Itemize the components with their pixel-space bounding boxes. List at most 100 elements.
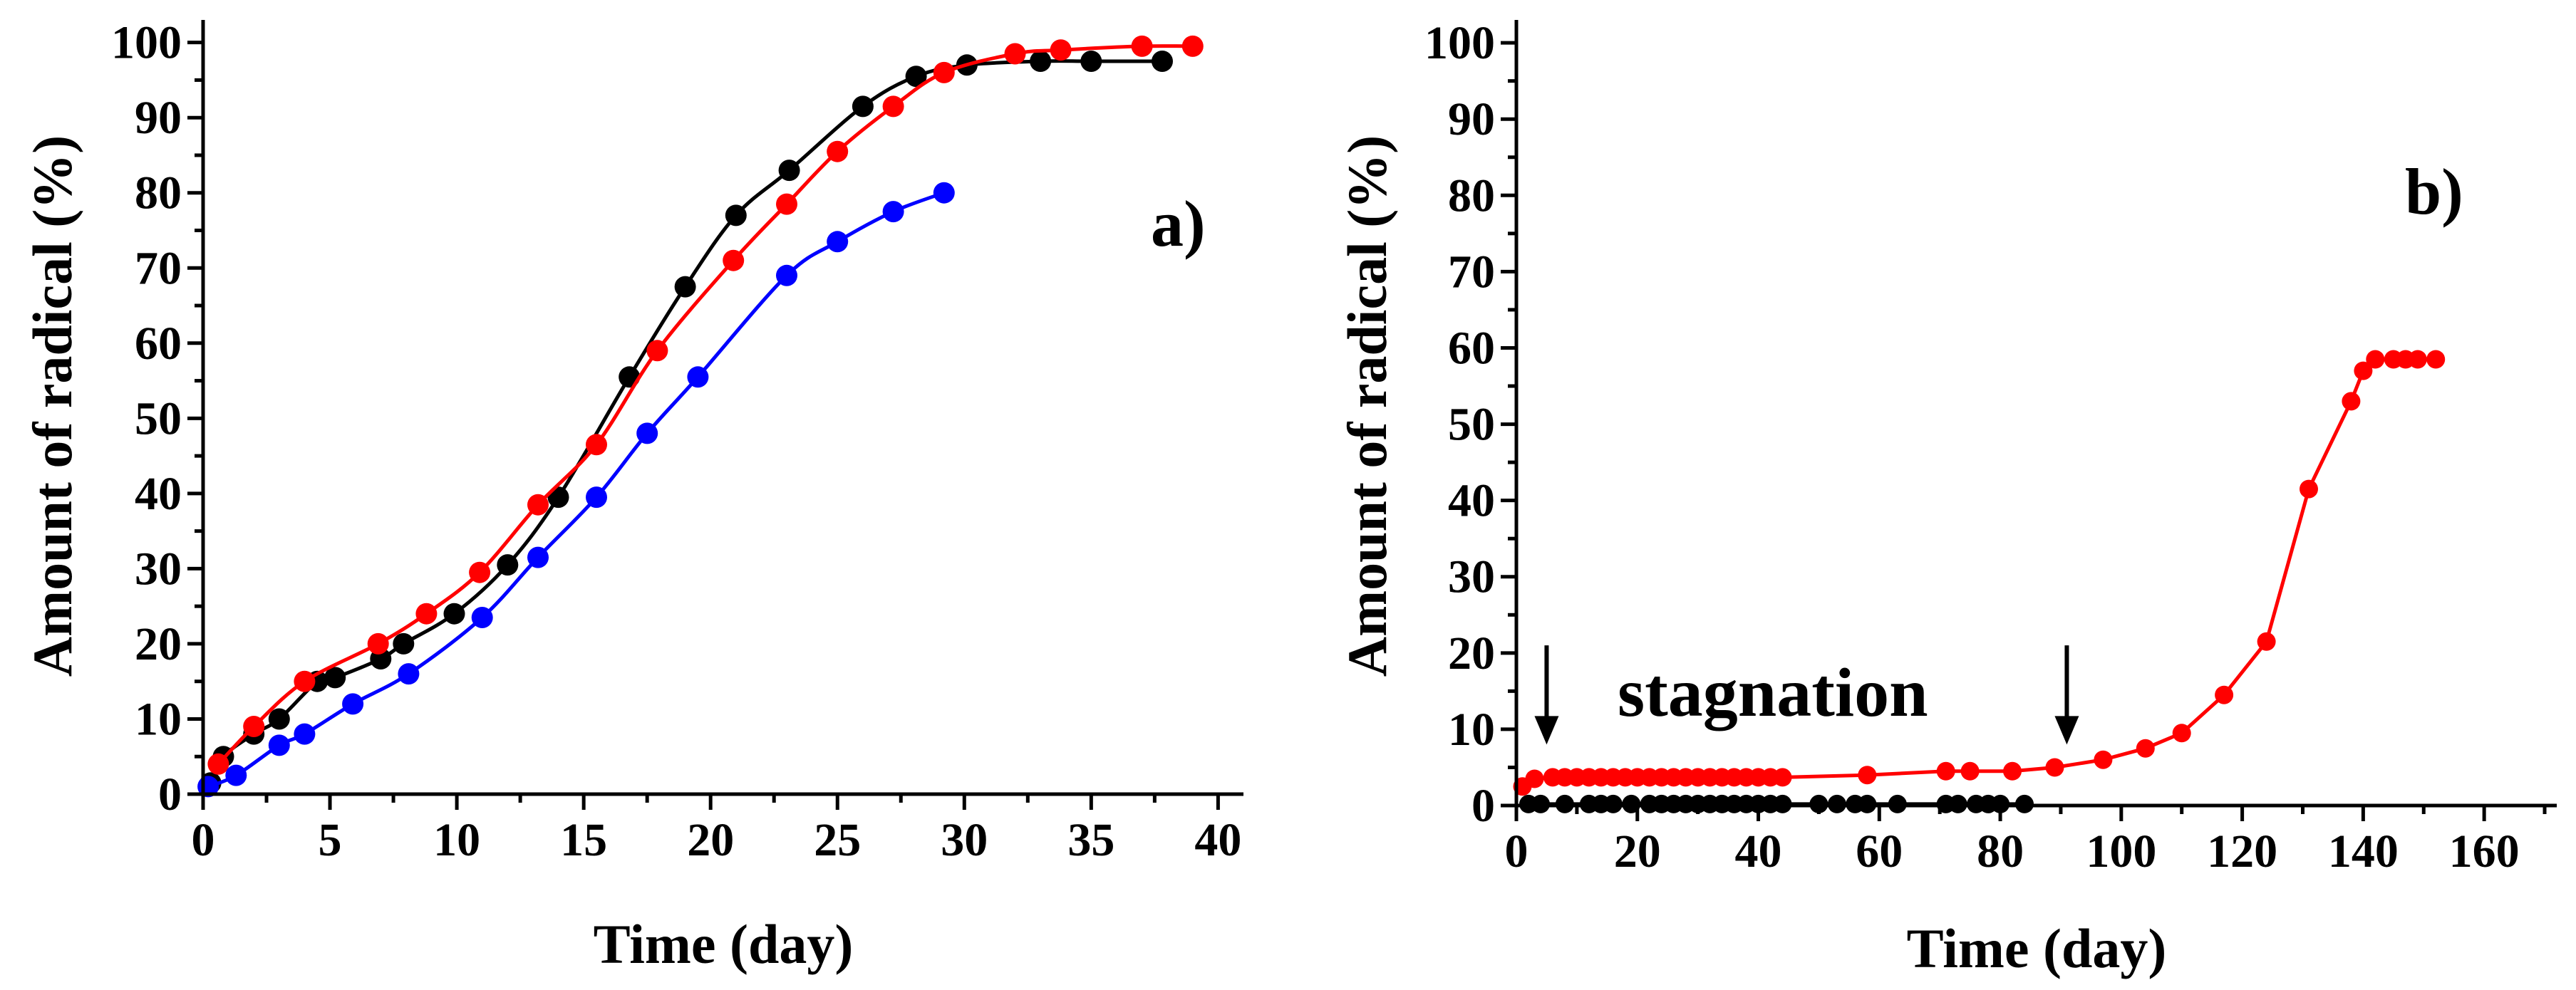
panel-b-red-point-38 [2408, 350, 2427, 369]
panel-b-y-tick-label: 50 [1448, 399, 1495, 451]
panel-a-blue-point-10 [687, 366, 709, 388]
down-arrow-icon-1 [1534, 645, 1559, 745]
panel-b-red-point-22 [1858, 766, 1877, 785]
panel-a-blue-point-13 [882, 201, 904, 223]
panel-b-y-tick-label: 80 [1448, 170, 1495, 222]
panel-a-blue-point-12 [827, 231, 849, 253]
panel-a-y-tick-label: 70 [135, 242, 182, 294]
panel-b-red-point-27 [2094, 750, 2113, 769]
panel-b-y-tick-label: 90 [1448, 93, 1495, 145]
panel-b-red-point-26 [2045, 758, 2064, 777]
panel-a-red-point-4 [415, 603, 438, 625]
panel-b-y-tick-label: 30 [1448, 551, 1495, 603]
panel-a-y-tick-label: 80 [135, 167, 182, 219]
panel-a-red-point-5 [469, 561, 491, 583]
panel-a-blue-point-9 [636, 422, 658, 444]
panel-b-red-point-39 [2426, 350, 2446, 369]
panel-a-blue-point-3 [294, 723, 316, 745]
panel-b-x-tick-label: 60 [1856, 825, 1903, 877]
panel-b-x-tick-label: 120 [2207, 825, 2277, 877]
panel-a-red-point-2 [294, 670, 316, 692]
panel-b-red-point-30 [2215, 685, 2234, 704]
panel-a-red-point-0 [207, 753, 229, 775]
panel-b-red-point-25 [2003, 761, 2022, 781]
panel-b-red-point-28 [2136, 739, 2155, 758]
panel-a-blue-point-14 [933, 182, 955, 204]
panel-b-x-tick-label: 100 [2086, 825, 2156, 877]
panel-b-x-tick-label: 40 [1735, 825, 1782, 877]
panel-a-y-tick-label: 40 [135, 468, 182, 520]
panel-b-red-point-29 [2172, 724, 2191, 743]
panel-b-y-tick-label: 0 [1471, 780, 1495, 832]
panel-b-red-point-21 [1773, 768, 1792, 787]
panel-a-blue-point-11 [776, 264, 797, 286]
panel-a-x-tick-label: 20 [687, 814, 734, 866]
panel-a-red-point-6 [527, 494, 549, 516]
panel-b-red-point-33 [2342, 392, 2361, 411]
panel-a-y-axis-label: Amount of radical (%) [21, 135, 83, 677]
panel-a-black-point-18 [1030, 51, 1052, 72]
panel-a-series-line-blue [207, 191, 945, 788]
panel-b-y-tick-label: 60 [1448, 322, 1495, 374]
panel-b-axes [1514, 20, 2557, 808]
panel-a-y-tick-label: 90 [135, 92, 182, 144]
panel-b-label: b) [2405, 155, 2463, 228]
panel-b-red-point-31 [2257, 632, 2276, 651]
panel-b-red-point-32 [2300, 479, 2318, 499]
panel-a-x-tick-label: 10 [433, 814, 480, 866]
panel-a-blue-point-6 [471, 607, 493, 628]
panel-a-y-tick-label: 50 [135, 392, 182, 444]
panel-a-black-point-14 [778, 160, 800, 182]
panel-a-black-point-9 [497, 554, 519, 576]
panel-a-y-tick-label: 100 [111, 17, 182, 69]
panel-a-red-point-3 [367, 632, 389, 655]
panel-a-x-axis-label: Time (day) [594, 913, 854, 975]
panel-a-black-point-7 [393, 632, 415, 655]
panel-b-x-tick-label: 140 [2328, 825, 2399, 877]
panel-b-red-point-1 [1525, 769, 1544, 788]
panel-a-red-point-7 [586, 434, 607, 456]
panel-a-red-point-16 [1131, 35, 1153, 57]
panel-a-x-tick-label: 35 [1067, 814, 1114, 866]
panel-b-x-tick-label: 20 [1614, 825, 1661, 877]
panel-a-y-tick-label: 60 [135, 318, 182, 370]
panel-a-y-tick-label: 20 [135, 618, 182, 670]
panel-a-blue-point-4 [342, 693, 364, 715]
panel-b-arrows [1534, 645, 2079, 745]
panel-a-blue-point-2 [268, 734, 290, 756]
panel-a-x-tick-label: 30 [941, 814, 988, 866]
stagnation-annotation: stagnation [1618, 655, 1928, 731]
panel-a-series-line-red [217, 44, 1193, 766]
panel-a-black-point-5 [324, 667, 346, 689]
panel-a-black-point-8 [443, 603, 465, 625]
panel-a-x-tick-label: 40 [1194, 814, 1241, 866]
panel-a-series-line-black [209, 59, 1162, 784]
panel-a: 0 5 10 15 20 25 30 35 40 0 10 20 30 40 50 60 70 80 90 100 T… [21, 17, 1243, 975]
panel-a-red-point-10 [776, 193, 797, 215]
panel-a-red-point-9 [723, 249, 745, 271]
panel-b-y-tick-label: 70 [1448, 246, 1495, 298]
panel-a-y-tick-label: 0 [158, 768, 182, 820]
panel-a-black-point-19 [1080, 51, 1102, 72]
panel-b-series [1513, 350, 2446, 813]
panel-b-y-tick-label: 20 [1448, 627, 1495, 679]
panel-b-red-point-24 [1960, 761, 1980, 781]
panel-a-red-point-11 [827, 140, 849, 162]
panel-a-black-point-13 [725, 204, 747, 226]
panel-b-ticks: 0 20 40 60 80 100 120 140 160 0 10 20 30 40 50 60 70 80 90… [1424, 17, 2547, 877]
panel-a-series [197, 35, 1204, 798]
panel-a-blue-point-5 [398, 663, 420, 685]
panel-a-x-tick-label: 5 [319, 814, 342, 866]
panel-b-red-point-23 [1936, 761, 1955, 781]
panel-a-red-point-15 [1050, 39, 1072, 61]
panel-a-x-tick-label: 0 [192, 814, 215, 866]
panel-b: 0 20 40 60 80 100 120 140 160 0 10 20 30 40 50 60 70 80 90… [1336, 17, 2557, 979]
panel-a-x-tick-label: 15 [560, 814, 607, 866]
panel-a-black-point-15 [852, 95, 874, 118]
panel-a-blue-point-1 [225, 764, 247, 786]
panel-a-blue-point-7 [527, 546, 549, 568]
panel-b-y-tick-label: 10 [1448, 704, 1495, 756]
panel-a-label: a) [1151, 187, 1206, 260]
panel-a-blue-point-8 [586, 486, 607, 509]
